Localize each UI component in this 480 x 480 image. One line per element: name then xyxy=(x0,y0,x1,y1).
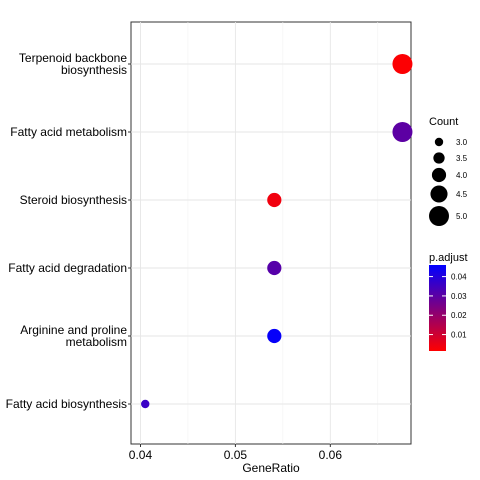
data-point xyxy=(392,54,413,74)
count-legend: Count 3.0 3.5 4.0 4.5 5.0 xyxy=(429,116,468,226)
count-legend-label: 4.5 xyxy=(456,190,468,199)
count-legend-label: 4.0 xyxy=(456,171,468,180)
count-legend-label: 3.5 xyxy=(456,154,468,163)
p-adjust-legend-label: 0.03 xyxy=(451,292,467,301)
data-points xyxy=(141,54,413,409)
y-tick-label: Terpenoid backbone xyxy=(19,51,127,65)
y-tick-label: Steroid biosynthesis xyxy=(20,193,127,207)
data-point xyxy=(267,192,282,208)
y-tick-label: Fatty acid biosynthesis xyxy=(6,397,127,411)
p-adjust-legend-label: 0.04 xyxy=(451,273,467,282)
y-tick-label: Arginine and proline xyxy=(20,323,127,337)
p-adjust-legend-label: 0.01 xyxy=(451,331,467,340)
data-point xyxy=(267,260,282,276)
p-adjust-legend-label: 0.02 xyxy=(451,311,467,320)
count-legend-key xyxy=(433,152,445,164)
x-axis: 0.04 0.05 0.06 xyxy=(129,444,343,462)
count-legend-key xyxy=(430,185,448,203)
p-adjust-colorbar xyxy=(429,265,446,351)
x-tick-label: 0.06 xyxy=(319,448,343,462)
count-legend-title: Count xyxy=(429,116,458,128)
x-tick-label: 0.04 xyxy=(129,448,153,462)
data-point xyxy=(141,399,150,409)
plot-panel xyxy=(130,21,412,445)
count-legend-key xyxy=(434,137,444,147)
count-legend-key xyxy=(431,167,447,183)
data-point xyxy=(267,328,282,344)
p-adjust-legend: p.adjust 0.01 0.02 0.03 0.04 xyxy=(429,252,468,351)
data-point xyxy=(392,122,413,142)
count-legend-label: 3.0 xyxy=(456,138,468,147)
x-axis-title: GeneRatio xyxy=(242,461,300,475)
y-tick-label: Fatty acid metabolism xyxy=(10,125,127,139)
x-tick-label: 0.05 xyxy=(224,448,248,462)
count-legend-key xyxy=(429,206,449,226)
y-tick-label: Fatty acid degradation xyxy=(8,261,127,275)
count-legend-label: 5.0 xyxy=(456,212,468,221)
p-adjust-legend-title: p.adjust xyxy=(429,252,468,264)
y-tick-label: metabolism xyxy=(66,335,127,349)
y-tick-label: biosynthesis xyxy=(61,63,127,77)
